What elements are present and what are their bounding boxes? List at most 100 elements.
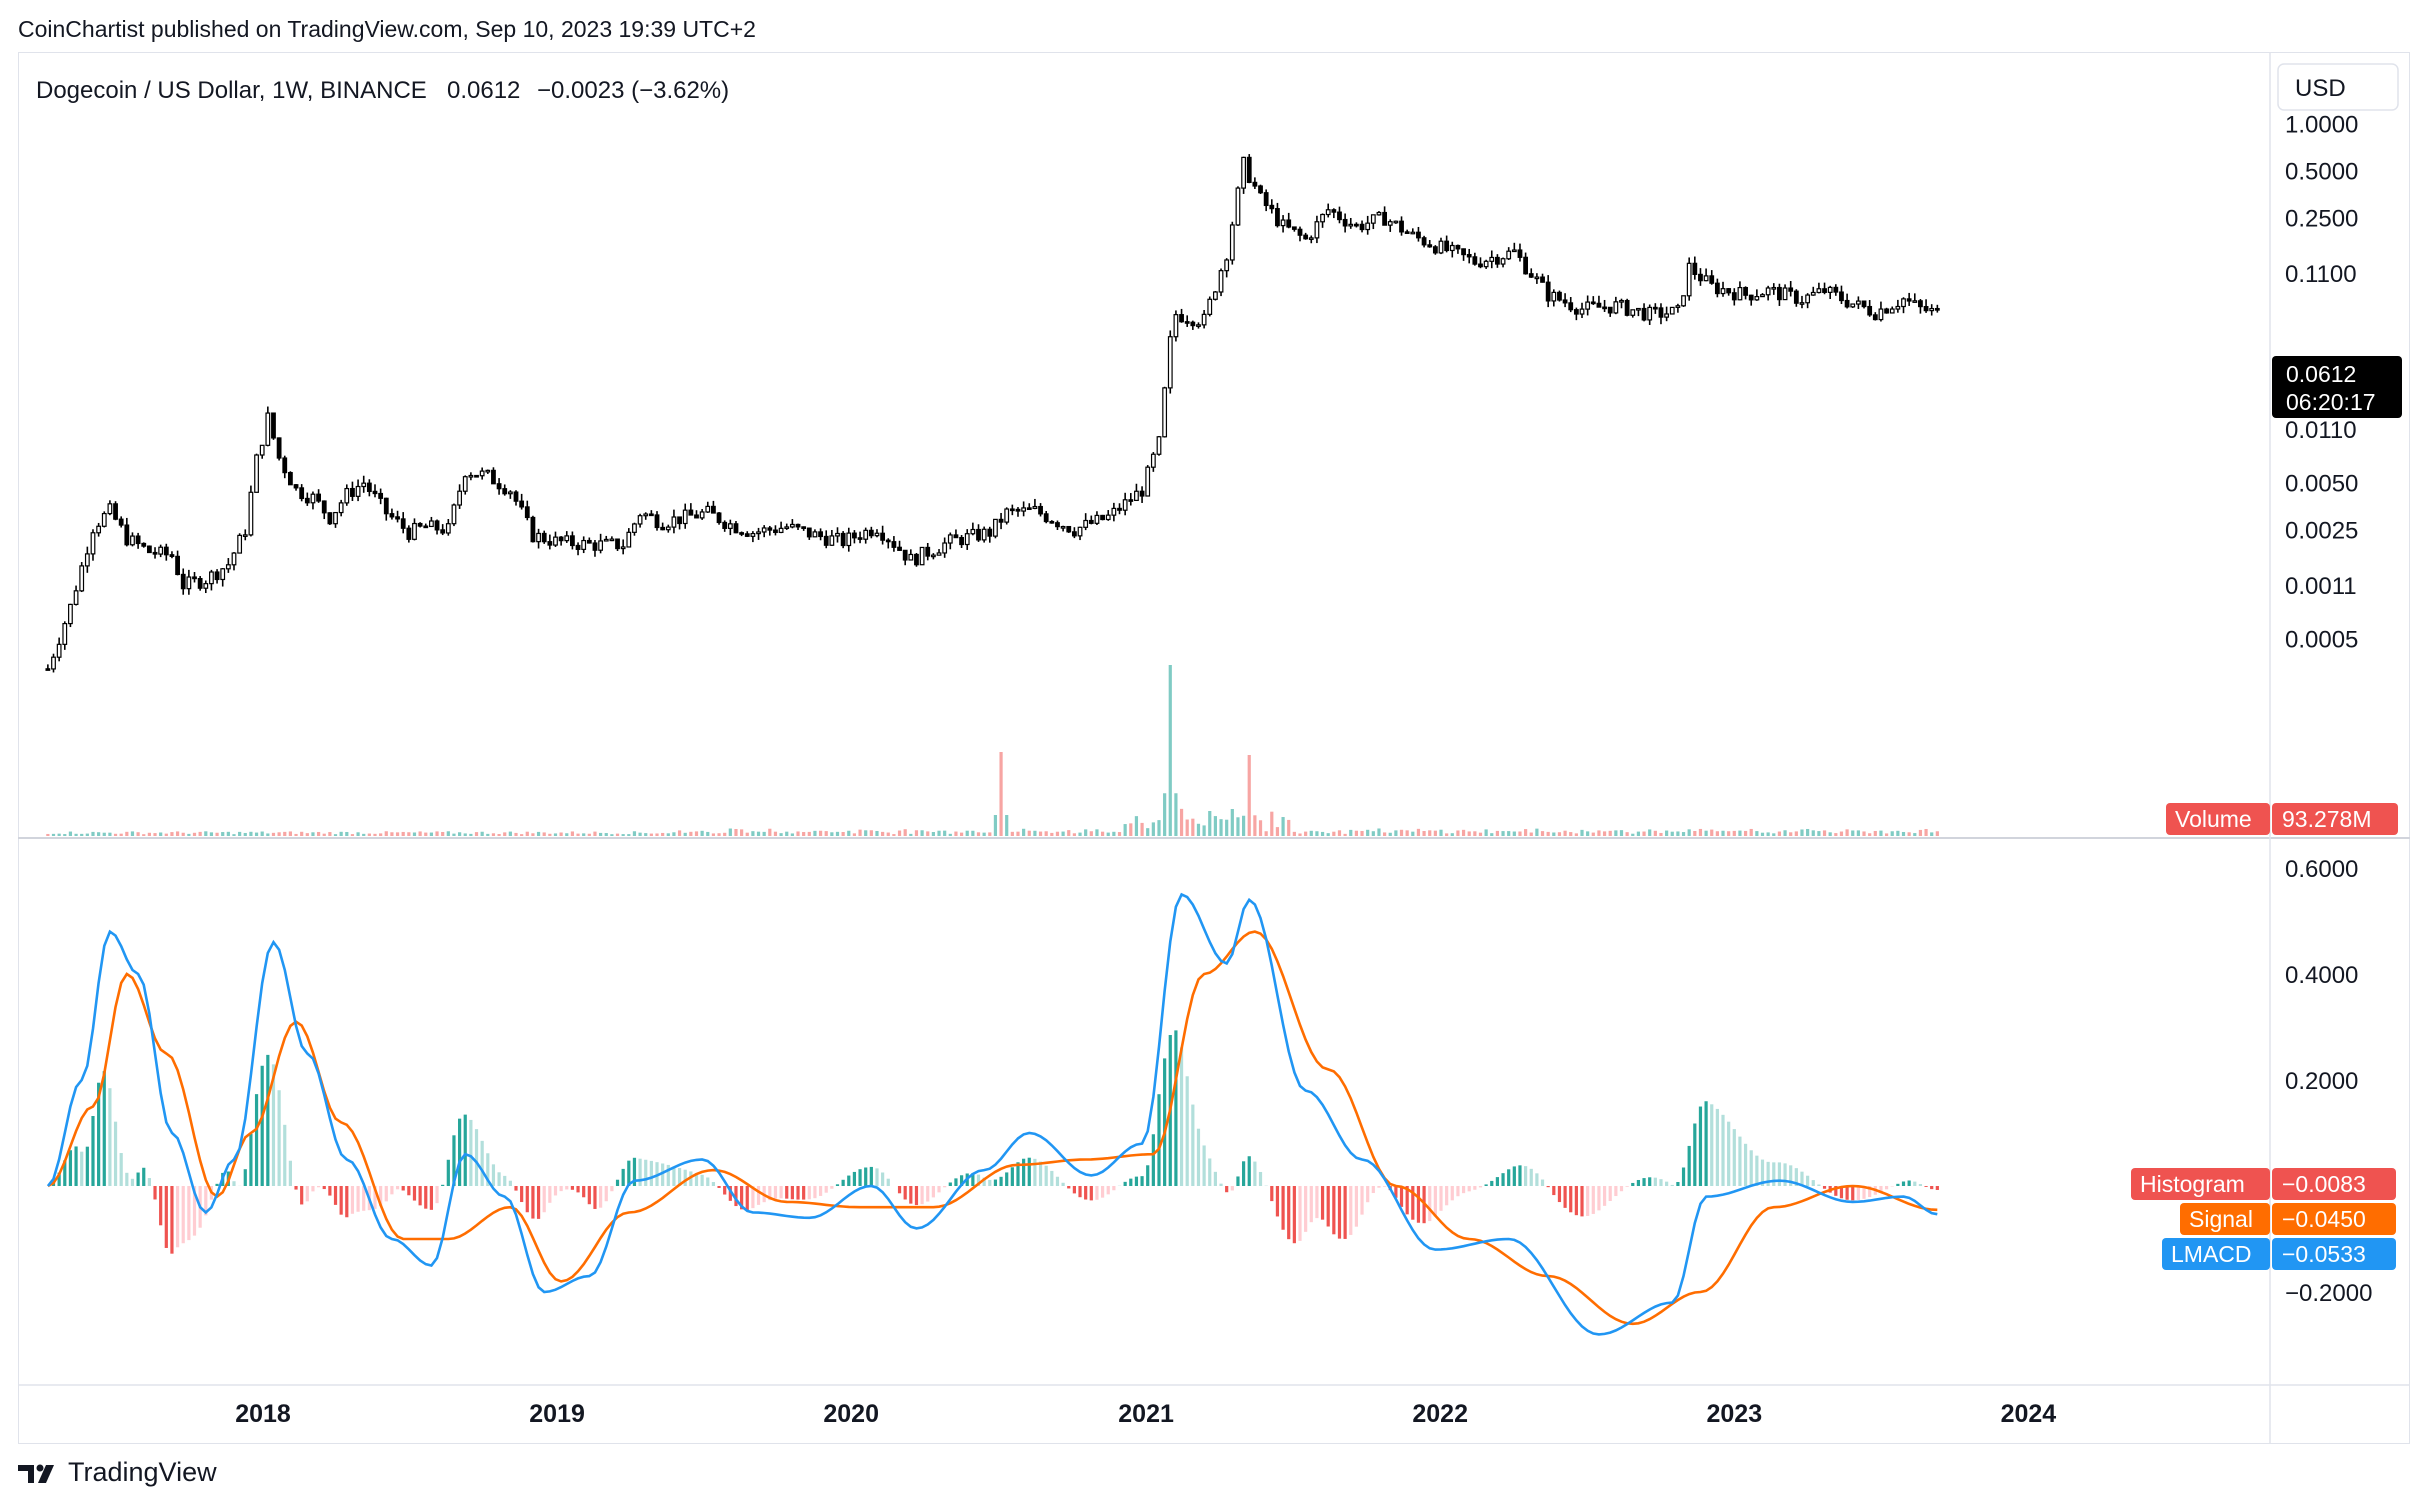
candle-body [1540, 276, 1545, 283]
histogram-bar [175, 1186, 180, 1248]
candle-body [491, 469, 496, 485]
candle-body [665, 526, 671, 531]
candle [1162, 386, 1168, 438]
candle [271, 412, 276, 440]
candle-body [479, 470, 485, 477]
histogram-bar [1653, 1177, 1657, 1186]
volume-bar [1806, 828, 1810, 836]
volume-bar [1377, 828, 1381, 836]
volume-bar [897, 830, 902, 836]
histogram-bar [1597, 1186, 1601, 1211]
histogram-bar [1879, 1186, 1883, 1193]
candle [1551, 289, 1557, 307]
candle-body [1077, 526, 1083, 537]
histogram-bar [1022, 1158, 1026, 1186]
candle-body [1156, 436, 1162, 455]
time-axis[interactable]: 2018 2019 2020 2021 2022 2023 2024 [235, 1400, 2056, 1428]
histogram-bar [1557, 1186, 1562, 1203]
candle [1602, 299, 1607, 312]
candle [1382, 206, 1388, 226]
candle [1833, 284, 1839, 296]
candle [1923, 299, 1929, 313]
histogram-bar [1918, 1184, 1923, 1186]
candle-body [1754, 296, 1760, 301]
histogram-bar [1151, 1134, 1155, 1186]
histogram-bar [1134, 1176, 1139, 1186]
volume-bar [1495, 830, 1500, 836]
candle [1021, 501, 1027, 517]
histogram-bar [576, 1186, 580, 1193]
histogram-bar [356, 1186, 360, 1212]
histogram-bar [474, 1129, 479, 1186]
volume-bar [706, 831, 710, 836]
candle-body [1331, 209, 1337, 213]
candle-body [1179, 314, 1184, 323]
candle [1641, 303, 1647, 322]
candle [1675, 303, 1681, 313]
candle [1472, 252, 1478, 266]
candle-body [1489, 256, 1495, 262]
histogram-bar [192, 1186, 197, 1236]
candle [1500, 257, 1506, 268]
histogram-bar [587, 1186, 591, 1205]
volume-bar [1484, 829, 1488, 836]
candle [169, 551, 175, 559]
volume-bar [1038, 831, 1043, 836]
candle [564, 531, 570, 543]
candle [1855, 296, 1861, 310]
volume-bar [1416, 828, 1421, 836]
histogram-bar [1777, 1162, 1782, 1186]
volume-bar [1631, 833, 1635, 836]
candle-body [1100, 514, 1105, 521]
histogram-bar [395, 1186, 400, 1190]
volume-bar [1320, 831, 1325, 836]
volume-bar [1665, 830, 1669, 836]
candle-body [1382, 211, 1388, 226]
candle [598, 533, 604, 554]
volume-bar [1473, 831, 1477, 836]
candle-body [1263, 192, 1269, 207]
histogram-bar [1005, 1172, 1009, 1186]
candle-body [457, 490, 463, 506]
volume-bar [1027, 830, 1031, 836]
volume-bar [1168, 665, 1172, 836]
macd-axis[interactable]: 0.6000 0.4000 0.2000 −0.2000 [2285, 856, 2372, 1307]
volume-bar [1366, 829, 1370, 836]
candle-body [355, 485, 361, 497]
volume-bar [1653, 830, 1657, 836]
volume-bar [683, 832, 687, 836]
candle-body [389, 513, 395, 518]
histogram-bar [300, 1186, 304, 1205]
tradingview-logo[interactable]: TradingView [18, 1457, 217, 1488]
candle-body [1399, 220, 1404, 233]
histogram-bar [322, 1186, 326, 1190]
candle-body [682, 509, 688, 525]
candle [361, 475, 367, 493]
histogram-bar [1174, 1030, 1178, 1186]
histogram-bar [1896, 1183, 1900, 1186]
histogram-bar [813, 1186, 817, 1199]
candle [1844, 293, 1850, 309]
volume-bar [1061, 831, 1065, 836]
candle-body [711, 505, 716, 514]
candle-body [880, 532, 886, 541]
volume-bar [1163, 793, 1167, 836]
currency-button[interactable]: USD [2277, 63, 2399, 111]
volume-bar [390, 832, 394, 836]
histogram-bar [305, 1186, 309, 1202]
histogram-bar [147, 1178, 151, 1186]
volume-bar [102, 832, 106, 836]
candle [648, 510, 654, 517]
candle [699, 509, 705, 520]
histogram-bar [1693, 1123, 1697, 1186]
volume-bar [959, 832, 964, 836]
histogram-bar [1179, 1047, 1184, 1186]
histogram-bar [328, 1186, 332, 1196]
lmacd-tag: LMACD −0.0533 [2162, 1238, 2396, 1270]
candle [68, 603, 73, 628]
volume-bar [1749, 828, 1753, 836]
volume-bar [1512, 831, 1516, 836]
candle [981, 526, 987, 543]
histogram-bar [700, 1174, 704, 1186]
